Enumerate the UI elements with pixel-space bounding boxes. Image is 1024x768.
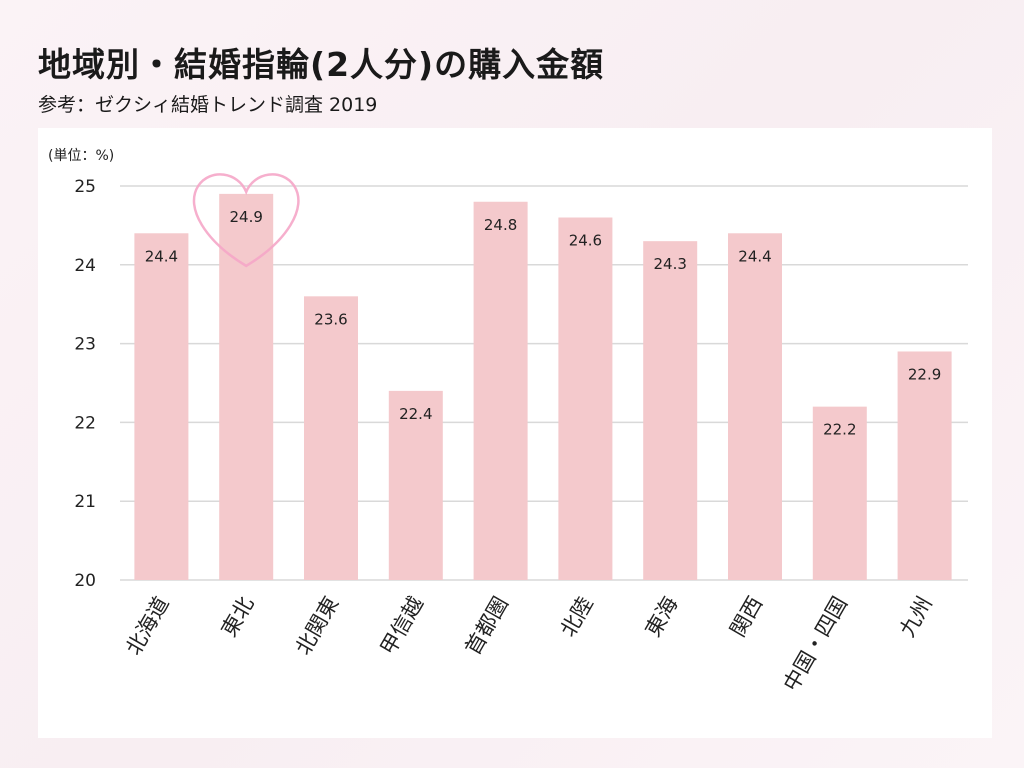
bar-chart: (単位：%) 20 21 22 23 24 25 24.4 24.9 23.6 22.4 24.8… [48, 148, 968, 696]
x-tick-label: 首都圏 [461, 593, 513, 660]
data-label: 24.4 [145, 247, 178, 265]
bar [219, 193, 274, 580]
x-tick-label: 北海道 [121, 593, 173, 660]
data-label: 24.6 [569, 232, 602, 250]
x-tick-label: 九州 [895, 593, 937, 641]
data-label: 22.9 [908, 365, 941, 383]
x-tick-label: 北陸 [556, 593, 598, 641]
bar [643, 241, 698, 580]
data-label: 24.9 [229, 208, 262, 226]
y-tick-label: 20 [74, 571, 96, 591]
heart-icon [192, 173, 300, 268]
data-label: 24.4 [738, 247, 771, 265]
bar [388, 390, 443, 580]
x-tick-label: 関西 [726, 593, 768, 641]
x-tick-label: 東北 [217, 593, 259, 641]
data-label: 22.2 [823, 421, 856, 439]
bar [134, 233, 189, 580]
bar [812, 406, 867, 580]
y-tick-label: 22 [74, 413, 96, 433]
page-subtitle: 参考：ゼクシィ結婚トレンド調査 2019 [38, 94, 378, 116]
x-tick-label: 東海 [641, 593, 683, 641]
x-tick-label: 中国・四国 [779, 593, 852, 696]
data-label: 22.4 [399, 405, 432, 423]
y-tick-label: 21 [74, 492, 96, 512]
data-label: 24.8 [484, 216, 517, 234]
data-label: 24.3 [653, 255, 686, 273]
y-tick-label: 25 [74, 177, 96, 197]
data-label: 23.6 [314, 310, 347, 328]
bar [728, 233, 782, 580]
page-title: 地域別・結婚指輪(2人分)の購入金額 [38, 45, 605, 84]
heart-highlight [192, 173, 300, 268]
y-tick-label: 23 [74, 335, 96, 355]
data-labels: 24.4 24.9 23.6 22.4 24.8 24.6 24.3 24.4 22.2 22.9 [145, 208, 942, 439]
bar [473, 201, 528, 580]
x-tick-label: 甲信越 [376, 593, 428, 660]
y-tick-label: 24 [74, 256, 96, 276]
bar [897, 351, 952, 580]
y-axis-ticks: 20 21 22 23 24 25 [74, 177, 96, 591]
bars [134, 193, 952, 580]
bar [558, 217, 613, 580]
chart-panel: (単位：%) 20 21 22 23 24 25 24.4 24.9 23.6 22.4 24.8… [38, 128, 992, 738]
bar [304, 296, 358, 580]
x-axis-labels: 北海道 東北 北関東 甲信越 首都圏 北陸 東海 関西 中国・四国 九州 [121, 593, 936, 696]
unit-label: (単位：%) [48, 148, 114, 164]
x-tick-label: 北関東 [291, 593, 343, 660]
